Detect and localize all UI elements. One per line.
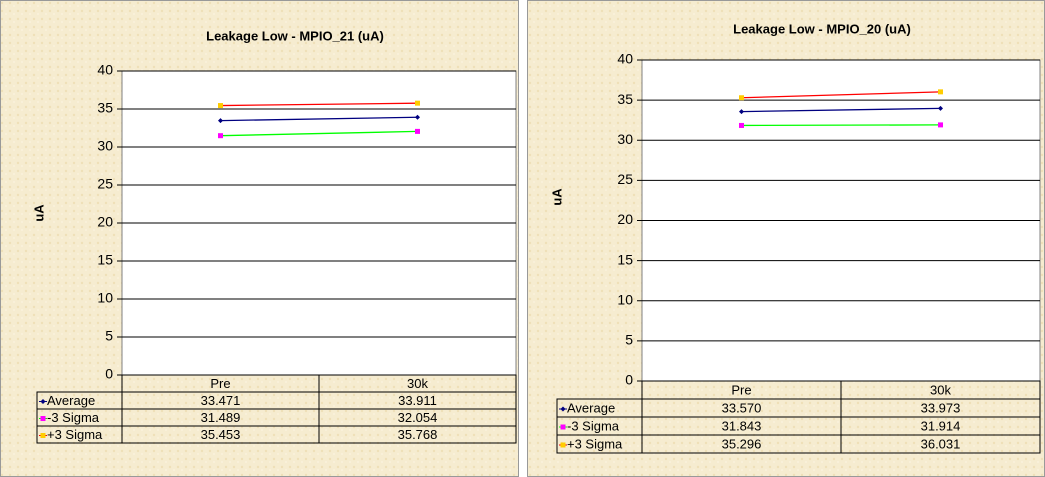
data-label: 33.911 xyxy=(398,393,437,408)
y-tick-label: 25 xyxy=(97,176,113,192)
data-label: 36.031 xyxy=(921,436,961,451)
marker xyxy=(415,128,420,134)
legend-marker xyxy=(560,442,566,448)
legend-label: -3 Sigma xyxy=(47,410,100,425)
marker xyxy=(218,133,223,139)
y-tick-label: 25 xyxy=(617,171,633,187)
marker xyxy=(415,114,420,120)
series-line xyxy=(741,91,941,99)
data-label: 33.570 xyxy=(722,400,762,415)
y-tick-label: 10 xyxy=(97,290,113,306)
y-tick-label: 30 xyxy=(617,131,633,147)
separator xyxy=(519,0,527,477)
legend-marker xyxy=(40,433,46,438)
series xyxy=(739,105,943,115)
legend-label: Average xyxy=(567,400,615,415)
marker xyxy=(739,109,744,115)
y-tick-label: 0 xyxy=(105,366,113,382)
y-tick-label: 0 xyxy=(625,372,633,388)
y-tick-label: 10 xyxy=(617,291,633,307)
y-axis-label: uA xyxy=(31,204,46,222)
marker xyxy=(938,122,943,128)
x-tick-label: Pre xyxy=(210,376,230,391)
marker xyxy=(739,122,744,128)
y-axis-label: uA xyxy=(549,188,564,206)
series-line xyxy=(220,116,418,122)
data-label: 35.768 xyxy=(398,427,438,442)
legend-label: +3 Sigma xyxy=(567,436,623,451)
y-tick-label: 40 xyxy=(97,62,113,78)
y-tick-label: 35 xyxy=(97,100,113,116)
data-label: 35.296 xyxy=(722,436,762,451)
marker xyxy=(218,103,223,109)
series xyxy=(739,89,943,101)
data-label: 31.843 xyxy=(722,418,762,433)
series xyxy=(218,114,420,124)
marker xyxy=(739,95,744,101)
data-label: 31.914 xyxy=(921,418,961,433)
x-tick-label: 30k xyxy=(930,382,951,397)
y-tick-label: 5 xyxy=(625,332,633,348)
data-label: 32.054 xyxy=(398,410,438,425)
series xyxy=(218,100,420,109)
series-line xyxy=(741,124,941,127)
y-tick-label: 35 xyxy=(617,91,633,107)
y-tick-label: 20 xyxy=(97,214,113,230)
legend-label: Average xyxy=(47,393,95,408)
legend-marker xyxy=(560,424,566,430)
chart-title: Leakage Low - MPIO_20 (uA) xyxy=(733,21,911,36)
y-tick-label: 5 xyxy=(105,328,113,344)
legend-marker xyxy=(40,416,46,421)
y-tick-label: 30 xyxy=(97,138,113,154)
legend-label: +3 Sigma xyxy=(47,427,103,442)
legend-marker xyxy=(560,406,566,412)
data-label: 33.471 xyxy=(201,393,241,408)
marker xyxy=(938,105,943,111)
marker xyxy=(415,100,420,106)
series-line xyxy=(220,130,418,137)
data-label: 35.453 xyxy=(201,427,241,442)
data-label: 31.489 xyxy=(201,410,241,425)
x-tick-label: Pre xyxy=(731,382,751,397)
series xyxy=(739,122,943,128)
series-line xyxy=(220,102,418,107)
y-tick-label: 15 xyxy=(97,252,113,268)
series xyxy=(218,128,420,139)
marker xyxy=(938,89,943,95)
legend-label: -3 Sigma xyxy=(567,418,620,433)
data-label: 33.973 xyxy=(921,400,961,415)
y-tick-label: 40 xyxy=(617,51,633,67)
series-line xyxy=(741,107,941,113)
chart-title: Leakage Low - MPIO_21 (uA) xyxy=(206,28,384,43)
marker xyxy=(218,118,223,124)
legend-marker xyxy=(40,399,46,404)
x-tick-label: 30k xyxy=(407,376,428,391)
y-tick-label: 15 xyxy=(617,251,633,267)
y-tick-label: 20 xyxy=(617,211,633,227)
